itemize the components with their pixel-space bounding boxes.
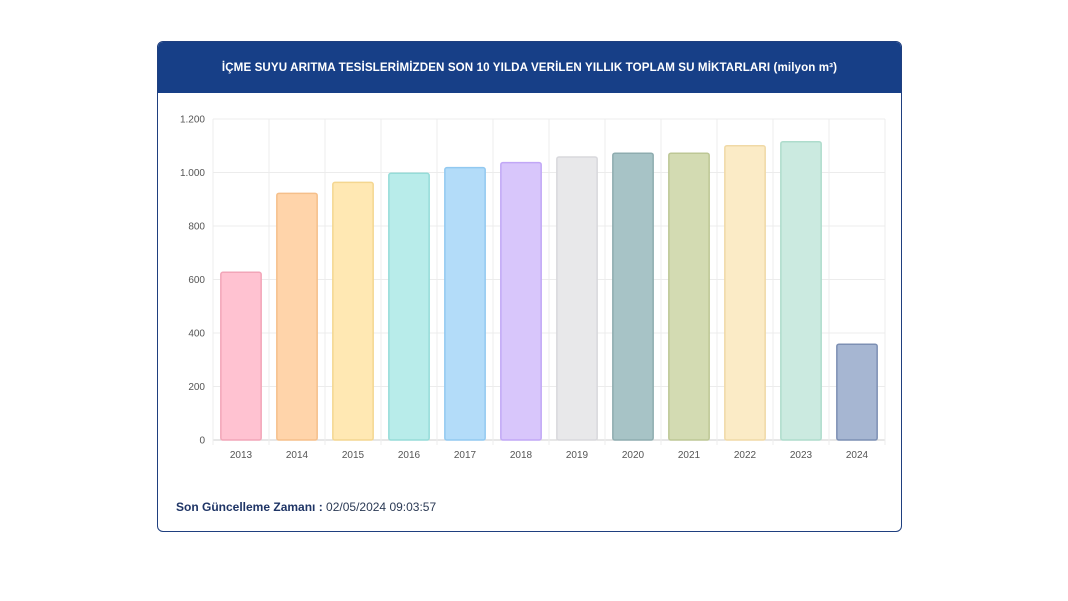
x-tick-label: 2014 [286,450,309,461]
chart-title: İÇME SUYU ARITMA TESİSLERİMİZDEN SON 10 … [158,42,901,93]
y-tick-label: 800 [188,222,205,233]
x-tick-label: 2017 [454,450,477,461]
bar-2017 [444,166,486,441]
bar-2021 [668,152,710,441]
y-tick-label: 600 [188,275,205,286]
bar-2024 [836,343,878,441]
bar-2013 [220,271,262,441]
x-tick-label: 2020 [622,450,645,461]
x-tick-label: 2022 [734,450,757,461]
x-tick-label: 2019 [566,450,589,461]
bar-2023 [780,140,822,441]
bar-2014 [276,192,318,441]
last-update-label: Son Güncelleme Zamanı : [176,500,323,514]
bar-2016 [388,172,430,441]
bar-2019 [556,156,598,441]
last-update-value: 02/05/2024 09:03:57 [326,500,437,514]
x-tick-label: 2021 [678,450,701,461]
chart-card: İÇME SUYU ARITMA TESİSLERİMİZDEN SON 10 … [157,41,902,532]
y-tick-label: 1.200 [180,115,205,126]
x-tick-label: 2018 [510,450,533,461]
x-tick-label: 2023 [790,450,813,461]
x-tick-label: 2015 [342,450,365,461]
y-tick-label: 1.000 [180,168,205,179]
y-tick-label: 0 [199,436,205,447]
last-update: Son Güncelleme Zamanı : 02/05/2024 09:03… [176,500,436,514]
bar-2018 [500,161,542,441]
y-tick-label: 200 [188,382,205,393]
x-tick-label: 2016 [398,450,421,461]
y-tick-label: 400 [188,329,205,340]
bar-2015 [332,181,374,441]
chart-area: 0 200 400 600 800 1.000 1.200 2013 2014 2015 2016 2… [158,93,901,473]
x-tick-label: 2013 [230,450,253,461]
x-tick-label: 2024 [846,450,869,461]
bar-2022 [724,145,766,441]
bar-2020 [612,152,654,441]
bar-chart: 0 200 400 600 800 1.000 1.200 2013 2014 2015 2016 2… [180,115,886,461]
